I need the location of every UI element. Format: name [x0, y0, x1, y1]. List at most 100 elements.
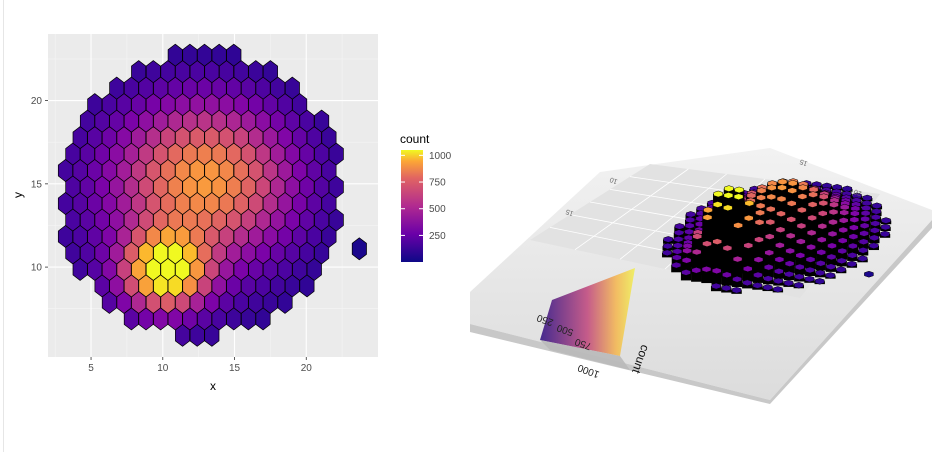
hex-prism-top [685, 211, 696, 218]
hex-prism-top [752, 282, 763, 289]
hex-prism-top [787, 187, 797, 194]
hex-prism-top [682, 247, 692, 254]
hex-prism-top [829, 201, 839, 208]
hex-bin [226, 43, 242, 67]
hex-prism-top [733, 222, 743, 229]
axis-3d-label-a: 15 [565, 207, 575, 216]
x-tick-label: 20 [301, 363, 313, 374]
hex-prism-side [753, 239, 765, 270]
hex-prism-side [680, 272, 692, 281]
hex-prism-side [784, 263, 795, 274]
hex-prism-top [850, 210, 860, 217]
hex-prism-top [836, 257, 847, 265]
hex-prism-top [814, 278, 825, 285]
hex-prism-top [797, 206, 807, 214]
hex-prism-side [753, 259, 764, 277]
hex-prism-top [744, 199, 755, 207]
hex-prism-side [795, 241, 807, 262]
hex-prism-side [722, 248, 733, 279]
hex-prism-top [805, 256, 816, 263]
hex-prism-top [672, 254, 682, 261]
hex-prism-top [860, 209, 871, 217]
hex-prism-top [838, 226, 848, 234]
hex-prism-top [806, 243, 816, 251]
hex-prism-top [674, 223, 685, 230]
hex-prism-top [734, 186, 744, 194]
hex-prism-top [673, 235, 684, 243]
hex-prism-top [837, 247, 847, 255]
hex-prism-top [847, 252, 858, 259]
hex-prism-top [827, 242, 837, 250]
x-axis-title: x [210, 379, 216, 393]
hex-prism-side [721, 274, 733, 286]
hex-prism-top [765, 218, 776, 226]
hex-prism-side [816, 239, 827, 257]
hex-prism-top [743, 242, 754, 249]
hex-prism-top [825, 272, 836, 279]
hex-prism-top [766, 193, 777, 201]
legend-colorbar [401, 150, 423, 262]
hex-prism-top [847, 260, 857, 268]
hex-prism-top [796, 222, 807, 230]
hex-prism-top [839, 209, 849, 216]
hex-prism-top [798, 184, 808, 191]
hex-prism-top [713, 190, 723, 198]
hex-prism-top [773, 277, 784, 285]
hex-prism-side [816, 252, 827, 264]
hex-prism-top [806, 229, 817, 237]
hex-prism-top [722, 244, 733, 252]
hex-prism-top [827, 230, 838, 238]
hex-prism-side [711, 241, 723, 278]
hex-3d-layer [662, 178, 892, 294]
hex-prism-top [763, 263, 774, 271]
y-axis-ticks: 10 15 20 [31, 96, 48, 274]
hex-prism-top [828, 208, 839, 216]
hex-prism-side [773, 271, 785, 279]
hex-prism-top [763, 275, 773, 282]
legend-label: 750 [429, 178, 446, 189]
hex-prism-top [681, 257, 692, 264]
hex-prism-top [795, 263, 805, 271]
hex-prism-side [701, 269, 712, 284]
hex-prism-side [848, 236, 859, 248]
hex-prism-top [858, 247, 868, 254]
hexbin-chart: 5 10 15 20 10 15 20 x y count 1000 750 500 250 [11, 34, 452, 393]
hex-bin [314, 109, 330, 133]
hex-prism-side [763, 267, 774, 278]
hex-prism-top [691, 267, 702, 274]
hex-prism-side [795, 255, 806, 268]
hex-prism-top [684, 222, 695, 229]
hex-prism-side [732, 259, 743, 281]
hex-prism-top [671, 261, 682, 269]
hex-prism-side [785, 235, 796, 260]
hex-prism-top [774, 268, 784, 275]
hex-prism-top [756, 187, 767, 194]
hex-prism-top [767, 184, 777, 191]
hex-prism-top [796, 238, 806, 245]
legend-3d-surface [540, 268, 635, 356]
hex-prism-side [764, 252, 775, 271]
hex-prism-side [752, 274, 764, 283]
hex-prism-top [794, 281, 804, 289]
hex-prism-top [869, 234, 880, 242]
hex-prism-top [685, 216, 695, 224]
hex-prism-side [794, 266, 806, 275]
hex-prism-top [808, 191, 818, 198]
hex-prism-top [836, 266, 846, 273]
hex-prism-top [662, 249, 672, 257]
hex-prism-top [712, 201, 723, 208]
hex-layer [57, 43, 367, 347]
legend-3d-base [540, 340, 630, 370]
hex-prism-side [805, 259, 816, 270]
hexbin-3d-render: 250 500 750 1000 count 15 10 15 20 [470, 148, 932, 404]
hex-prism-top [744, 214, 754, 222]
hex-prism-top [753, 271, 763, 279]
hex-prism-side [671, 265, 682, 273]
hex-prism-side [858, 241, 869, 249]
hex-prism-top [818, 210, 828, 217]
axis-3d-label-d: 20 [853, 187, 863, 196]
hex-prism-top [754, 236, 764, 243]
hex-prism-side [711, 270, 722, 285]
hex-prism-top [692, 248, 702, 256]
hex-prism-top [723, 192, 734, 199]
